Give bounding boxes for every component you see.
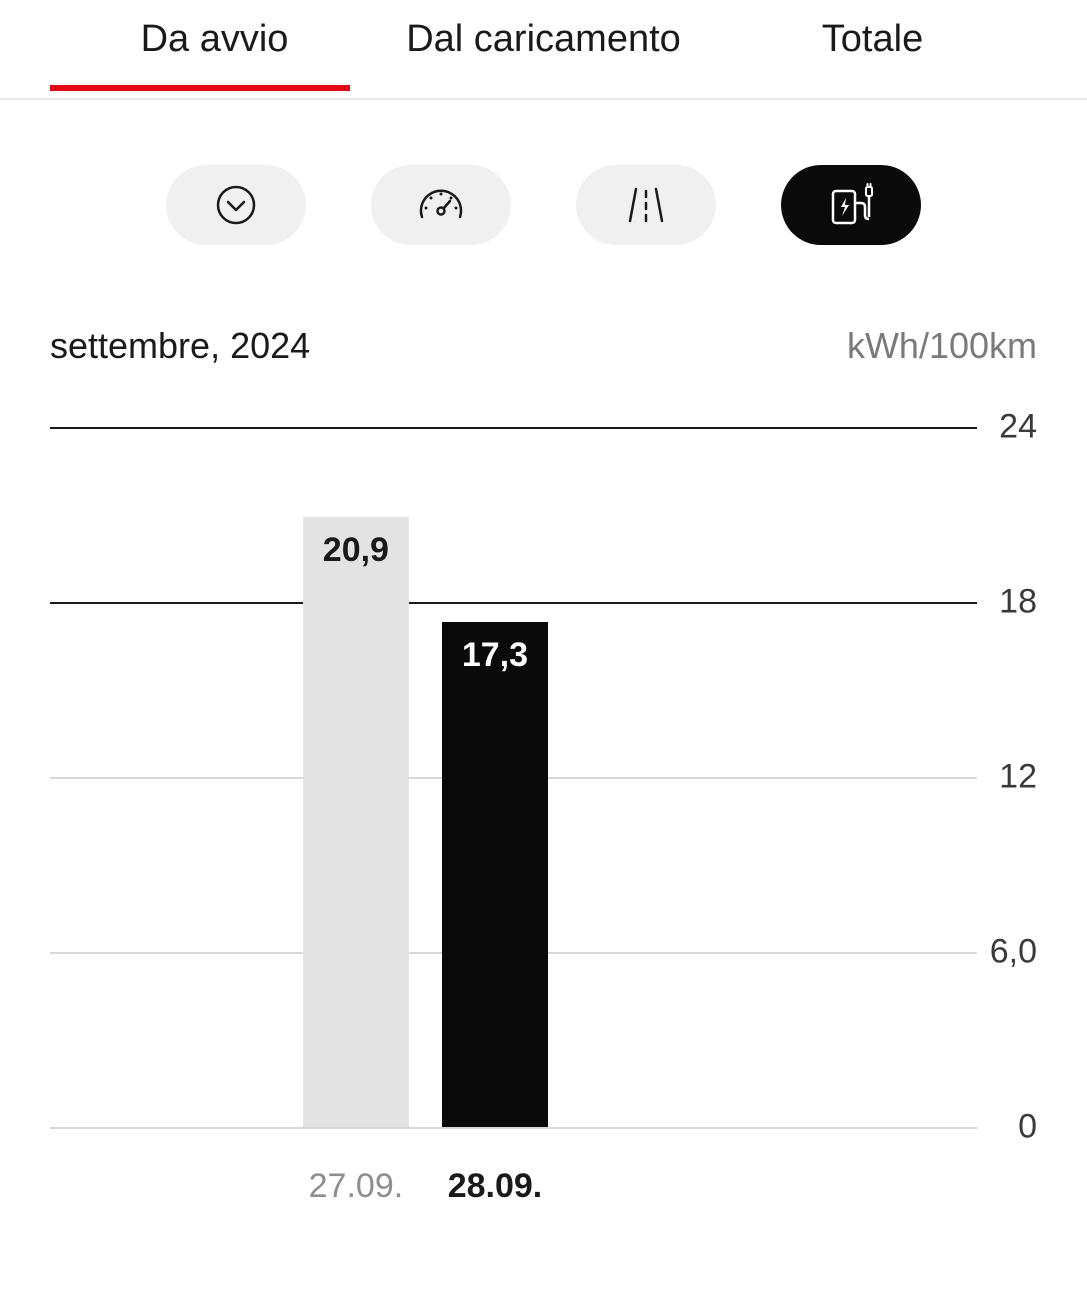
consumption-chart: 2418126,0020,917,3 [50,427,1037,1127]
chart-gridline [50,1127,977,1129]
chart-header: settembre, 2024 kWh/100km [0,325,1087,367]
tab-label: Totale [822,18,923,60]
road-icon [622,181,670,229]
tab-da-avvio[interactable]: Da avvio [50,0,379,91]
top-tabs: Da avvio Dal caricamento Totale [0,0,1087,100]
chart-bar[interactable]: 17,3 [442,622,549,1127]
chart-bar[interactable]: 20,9 [303,517,410,1127]
metric-consumption-pill[interactable] [781,165,921,245]
tab-label: Da avvio [141,18,289,60]
metric-time-pill[interactable] [166,165,306,245]
gauge-icon [414,181,468,229]
unit-label: kWh/100km [847,325,1037,367]
chart-plot-area: 2418126,0020,917,3 [50,427,977,1127]
clock-icon [212,181,260,229]
chart-x-label: 27.09. [309,1167,404,1206]
chart-ytick-label: 0 [982,1108,1037,1147]
chart-ytick-label: 12 [982,758,1037,797]
chart-ytick-label: 18 [982,583,1037,622]
chart-x-labels: 27.09. 28.09. [50,1167,1037,1217]
chart-bar-value-label: 17,3 [442,636,549,675]
metric-distance-pill[interactable] [576,165,716,245]
chart-bars: 20,9 17,3 [50,427,977,1127]
period-label: settembre, 2024 [50,325,310,367]
chart-ytick-label: 6,0 [982,933,1037,972]
chart-x-label: 28.09. [448,1167,543,1206]
metric-speed-pill[interactable] [371,165,511,245]
chart-ytick-label: 24 [982,408,1037,447]
tab-totale[interactable]: Totale [708,0,1037,91]
chart-bar-value-label: 20,9 [303,531,410,570]
metric-selector [0,165,1087,245]
tab-label: Dal caricamento [406,18,681,60]
tab-dal-caricamento[interactable]: Dal caricamento [379,0,708,91]
charging-station-icon [825,181,877,229]
